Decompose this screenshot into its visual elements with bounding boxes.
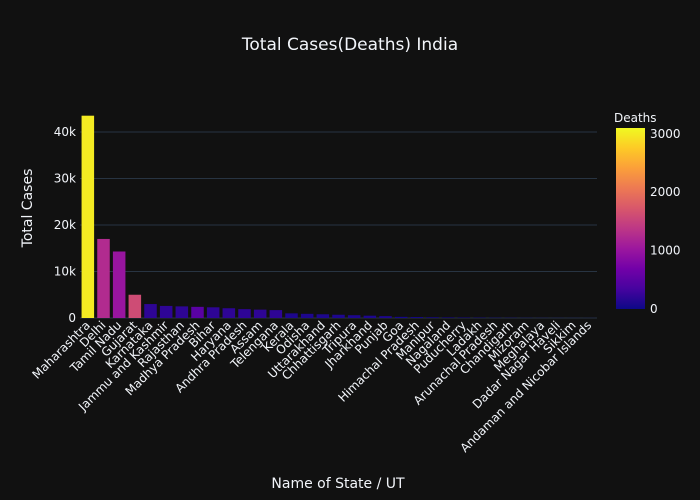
bar[interactable] — [426, 317, 439, 318]
y-axis-title: Total Cases — [20, 169, 36, 249]
bar[interactable] — [253, 309, 267, 318]
x-axis-title: Name of State / UT — [271, 476, 405, 492]
bars — [81, 115, 596, 318]
bar[interactable] — [363, 315, 377, 318]
gridlines — [80, 131, 597, 319]
bar[interactable] — [175, 306, 189, 318]
colorbar-title: Deaths — [614, 111, 657, 125]
colorbar-tick-label: 3000 — [650, 127, 681, 141]
bar[interactable] — [300, 313, 314, 318]
y-tick-label: 30k — [54, 171, 76, 185]
bar[interactable] — [81, 115, 95, 318]
bar[interactable] — [112, 251, 126, 318]
bar[interactable] — [159, 305, 173, 318]
colorbar-tick-label: 1000 — [650, 244, 681, 258]
bar[interactable] — [316, 314, 330, 318]
bar[interactable] — [191, 306, 204, 318]
chart-title: Total Cases(Deaths) India — [241, 35, 458, 55]
bar[interactable] — [441, 317, 455, 318]
colorbar-ticks: 0 1000 2000 3000 — [650, 127, 681, 316]
bar[interactable] — [347, 315, 361, 318]
bar[interactable] — [222, 308, 236, 318]
colorbar-tick-label: 2000 — [650, 185, 681, 199]
bar[interactable] — [128, 294, 142, 318]
bar[interactable] — [394, 316, 408, 318]
y-axis-ticks: 0 10k 20k 30k 40k — [54, 125, 76, 325]
y-tick-label: 10k — [54, 264, 76, 278]
y-tick-label: 20k — [54, 218, 76, 232]
bar[interactable] — [97, 238, 110, 318]
colorbar — [616, 128, 645, 309]
bar[interactable] — [285, 313, 298, 318]
bar[interactable] — [269, 310, 283, 318]
colorbar-tick-label: 0 — [650, 302, 658, 316]
bar[interactable] — [410, 317, 424, 318]
y-tick-label: 0 — [68, 311, 76, 325]
bar[interactable] — [206, 307, 220, 318]
bar[interactable] — [238, 309, 251, 318]
bar[interactable] — [379, 316, 392, 318]
bar[interactable] — [332, 314, 345, 318]
y-tick-label: 40k — [54, 125, 76, 139]
bar[interactable] — [144, 304, 157, 318]
